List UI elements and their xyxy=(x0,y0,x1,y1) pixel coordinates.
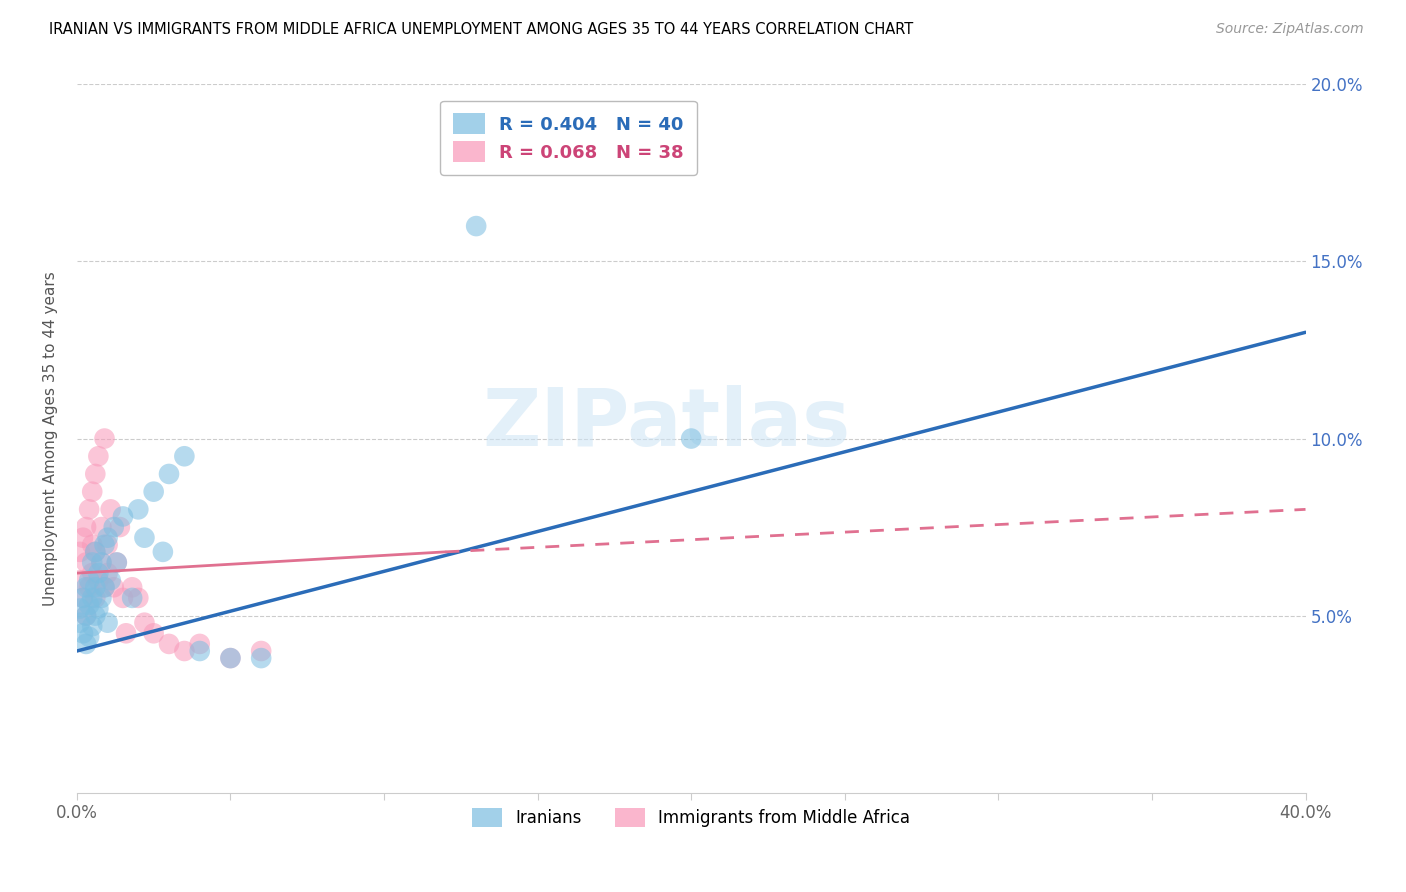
Point xyxy=(87,566,110,580)
Point xyxy=(105,556,128,570)
Point xyxy=(72,591,94,605)
Point xyxy=(75,556,97,570)
Point xyxy=(84,467,107,481)
Legend: Iranians, Immigrants from Middle Africa: Iranians, Immigrants from Middle Africa xyxy=(465,801,917,834)
Point xyxy=(111,509,134,524)
Point xyxy=(142,484,165,499)
Point xyxy=(93,538,115,552)
Point xyxy=(157,637,180,651)
Point xyxy=(250,644,273,658)
Point xyxy=(157,467,180,481)
Point xyxy=(75,580,97,594)
Point xyxy=(97,531,120,545)
Point xyxy=(72,591,94,605)
Point xyxy=(188,637,211,651)
Point xyxy=(75,520,97,534)
Point xyxy=(82,591,104,605)
Point xyxy=(87,449,110,463)
Point xyxy=(681,432,703,446)
Point xyxy=(75,637,97,651)
Point xyxy=(173,644,195,658)
Point xyxy=(82,538,104,552)
Point xyxy=(103,520,125,534)
Point xyxy=(100,573,122,587)
Point xyxy=(105,556,128,570)
Point xyxy=(77,573,100,587)
Point xyxy=(97,566,120,580)
Point xyxy=(134,615,156,630)
Point xyxy=(250,651,273,665)
Point xyxy=(84,545,107,559)
Point xyxy=(465,219,488,233)
Point xyxy=(77,630,100,644)
Point xyxy=(69,545,91,559)
Point xyxy=(152,545,174,559)
Point xyxy=(82,619,104,633)
Point xyxy=(77,502,100,516)
Point xyxy=(108,520,131,534)
Point xyxy=(219,651,242,665)
Text: ZIPatlas: ZIPatlas xyxy=(482,385,851,463)
Point xyxy=(90,556,112,570)
Y-axis label: Unemployment Among Ages 35 to 44 years: Unemployment Among Ages 35 to 44 years xyxy=(44,271,58,606)
Point xyxy=(75,608,97,623)
Point xyxy=(84,580,107,594)
Point xyxy=(173,449,195,463)
Point xyxy=(90,520,112,534)
Text: Source: ZipAtlas.com: Source: ZipAtlas.com xyxy=(1216,22,1364,37)
Point xyxy=(90,591,112,605)
Point xyxy=(82,556,104,570)
Point xyxy=(97,538,120,552)
Point xyxy=(87,573,110,587)
Point xyxy=(142,626,165,640)
Point xyxy=(82,484,104,499)
Point xyxy=(69,615,91,630)
Point xyxy=(77,580,100,594)
Point xyxy=(134,531,156,545)
Point xyxy=(69,601,91,615)
Point xyxy=(219,651,242,665)
Point xyxy=(111,591,134,605)
Point xyxy=(90,556,112,570)
Point xyxy=(82,566,104,580)
Point xyxy=(87,601,110,615)
Point xyxy=(127,502,149,516)
Point xyxy=(115,626,138,640)
Point xyxy=(84,591,107,605)
Point xyxy=(72,531,94,545)
Point xyxy=(121,580,143,594)
Point xyxy=(188,644,211,658)
Point xyxy=(75,608,97,623)
Point xyxy=(93,580,115,594)
Point xyxy=(100,502,122,516)
Point xyxy=(84,545,107,559)
Point xyxy=(121,591,143,605)
Point xyxy=(97,615,120,630)
Point xyxy=(77,598,100,612)
Point xyxy=(69,573,91,587)
Point xyxy=(103,580,125,594)
Point xyxy=(93,580,115,594)
Point xyxy=(84,608,107,623)
Point xyxy=(127,591,149,605)
Point xyxy=(72,626,94,640)
Text: IRANIAN VS IMMIGRANTS FROM MIDDLE AFRICA UNEMPLOYMENT AMONG AGES 35 TO 44 YEARS : IRANIAN VS IMMIGRANTS FROM MIDDLE AFRICA… xyxy=(49,22,914,37)
Point xyxy=(93,432,115,446)
